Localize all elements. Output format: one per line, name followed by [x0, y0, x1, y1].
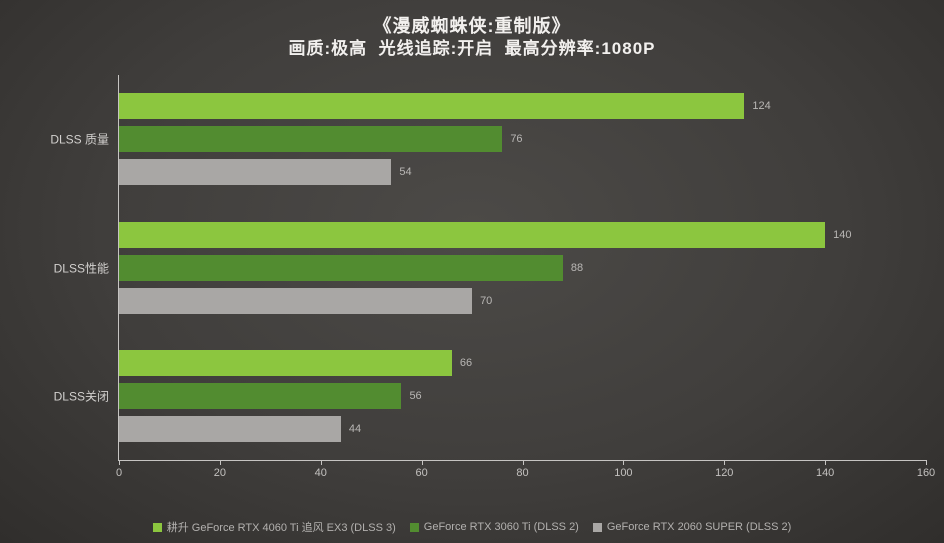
bar	[119, 126, 503, 153]
legend-item: GeForce RTX 3060 Ti (DLSS 2)	[409, 521, 579, 533]
bar	[119, 287, 473, 314]
legend: 耕升 GeForce RTX 4060 Ti 追风 EX3 (DLSS 3) Ge…	[0, 519, 944, 535]
x-axis-tick-label: 120	[715, 467, 734, 479]
legend-swatch-icon	[409, 522, 419, 532]
chart-title: 《漫威蜘蛛侠:重制版》	[373, 16, 571, 36]
x-axis-tick	[724, 460, 726, 465]
bar-value-label: 54	[399, 166, 412, 179]
x-axis-tick-label: 140	[815, 467, 835, 479]
x-axis-tick	[320, 460, 322, 465]
title-block: 《漫威蜘蛛侠:重制版》 画质:极高 光线追踪:开启 最高分辨率:1080P	[0, 14, 944, 61]
bar	[119, 415, 341, 442]
x-axis-tick	[522, 460, 524, 465]
category-label: DLSS 质量	[50, 132, 109, 147]
legend-label: GeForce RTX 2060 SUPER (DLSS 2)	[606, 521, 792, 533]
x-axis-tick	[119, 460, 120, 465]
bar	[119, 382, 402, 409]
chart-subtitle: 画质:极高 光线追踪:开启 最高分辨率:1080P	[288, 39, 656, 59]
x-axis-tick-label: 60	[415, 467, 428, 479]
x-axis-tick	[825, 460, 827, 465]
legend-item: GeForce RTX 2060 SUPER (DLSS 2)	[592, 521, 792, 533]
x-axis-tick	[926, 460, 927, 465]
bar	[119, 221, 826, 248]
bar-value-label: 66	[459, 356, 473, 369]
legend-swatch-icon	[592, 522, 602, 532]
bar-value-label: 76	[510, 133, 523, 146]
category-label: DLSS性能	[53, 261, 109, 275]
x-axis-tick-label: 40	[314, 467, 327, 479]
bar-value-label: 88	[570, 261, 584, 274]
bar-value-label: 44	[348, 422, 362, 435]
legend-swatch-icon	[152, 522, 162, 532]
bar	[119, 349, 452, 376]
x-axis-tick	[623, 460, 625, 465]
plot-area: DLSS 质量 124 76 54 DLSS性能 140 88 70 DLSS关闭 66 56 44 0…	[50, 75, 935, 479]
bar-value-label: 70	[480, 294, 493, 307]
x-axis-tick-label: 20	[213, 467, 226, 479]
x-axis-tick-label: 80	[516, 467, 529, 479]
legend-label: GeForce RTX 3060 Ti (DLSS 2)	[423, 521, 579, 533]
category-label: DLSS关闭	[53, 389, 109, 404]
x-axis-tick	[219, 460, 221, 465]
bar	[119, 254, 563, 281]
bar-value-label: 124	[752, 100, 771, 113]
x-axis-tick	[421, 460, 423, 465]
bar-value-label: 140	[833, 228, 852, 241]
x-axis-tick-label: 100	[614, 467, 633, 479]
legend-label: 耕升 GeForce RTX 4060 Ti 追风 EX3 (DLSS 3)	[166, 522, 396, 534]
x-axis-tick-label: 160	[916, 467, 936, 479]
bar	[119, 159, 392, 186]
x-axis-tick-label: 0	[115, 467, 123, 479]
bar	[119, 93, 745, 120]
bar-value-label: 56	[409, 389, 422, 402]
legend-item: 耕升 GeForce RTX 4060 Ti 追风 EX3 (DLSS 3)	[152, 519, 396, 535]
